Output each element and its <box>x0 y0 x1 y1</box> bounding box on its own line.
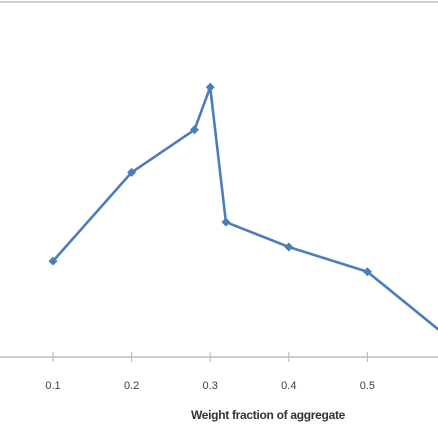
x-tick-label: 0.1 <box>45 380 60 392</box>
data-point-marker <box>189 125 199 135</box>
data-point-marker <box>284 242 294 252</box>
x-tick-label: 0.5 <box>360 380 375 392</box>
x-axis-title: Weight fraction of aggregate <box>191 408 346 422</box>
x-tick-label: 0.4 <box>281 380 296 392</box>
data-point-marker <box>221 217 231 227</box>
x-tick-label: 0.3 <box>203 380 218 392</box>
data-point-marker <box>48 256 58 266</box>
x-ticks: 0.10.20.30.40.50 <box>45 352 375 392</box>
series-line <box>52 85 438 331</box>
series-group <box>48 82 438 331</box>
data-point-marker <box>205 82 215 92</box>
data-point-marker <box>127 167 137 177</box>
x-tick-label: 0.2 <box>124 380 139 392</box>
data-point-marker <box>362 267 372 277</box>
